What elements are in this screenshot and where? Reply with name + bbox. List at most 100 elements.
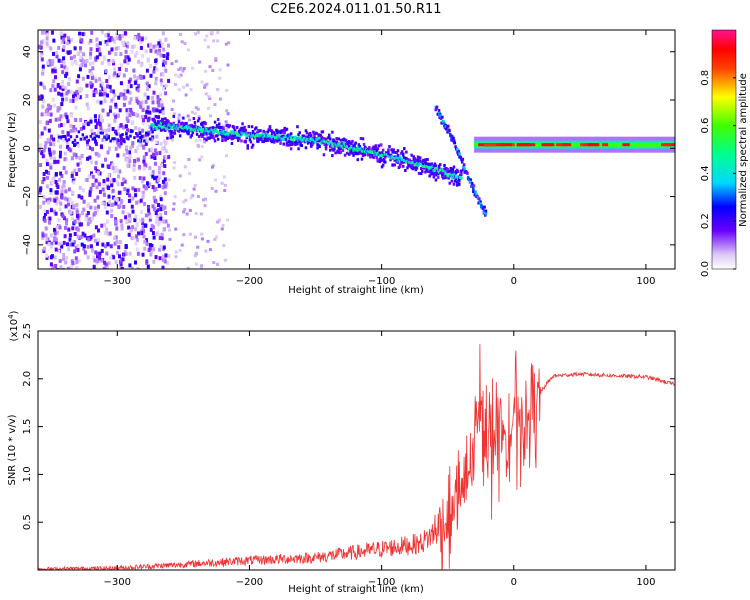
noise-cell bbox=[141, 252, 145, 257]
top-y-tick-label: −40 bbox=[22, 234, 33, 255]
noise-cell bbox=[63, 234, 67, 239]
trace-halo-cell bbox=[421, 170, 424, 173]
noise-cell bbox=[142, 145, 146, 150]
noise-cell bbox=[216, 220, 220, 224]
noise-cell bbox=[51, 30, 54, 35]
trace-halo-cell bbox=[393, 158, 396, 162]
noise-cell bbox=[100, 92, 104, 97]
noise-cell bbox=[135, 99, 139, 104]
noise-cell bbox=[128, 159, 132, 164]
noise-cell bbox=[92, 132, 96, 136]
trace-halo-cell bbox=[165, 122, 168, 126]
noise-cell bbox=[90, 128, 94, 133]
noise-cell bbox=[162, 54, 166, 58]
trace-halo-cell bbox=[376, 147, 380, 151]
noise-cell bbox=[112, 73, 116, 78]
noise-cell bbox=[98, 189, 102, 194]
noise-cell bbox=[49, 142, 53, 147]
noise-cell bbox=[102, 182, 106, 187]
noise-cell bbox=[157, 178, 161, 182]
noise-cell bbox=[49, 165, 53, 170]
noise-cell bbox=[164, 37, 168, 42]
trace-halo-cell bbox=[75, 135, 79, 139]
noise-cell bbox=[94, 57, 98, 62]
trace-core-cell bbox=[230, 132, 234, 136]
trace-halo-cell bbox=[288, 143, 292, 147]
noise-cell bbox=[89, 244, 93, 249]
noise-cell bbox=[67, 89, 71, 94]
noise-cell bbox=[163, 191, 167, 196]
noise-cell bbox=[107, 59, 111, 63]
noise-cell bbox=[146, 138, 150, 143]
noise-cell bbox=[162, 171, 166, 176]
noise-cell bbox=[121, 257, 125, 262]
secondary-trace-cell bbox=[446, 130, 449, 134]
trace-halo-cell bbox=[356, 158, 359, 162]
noise-cell bbox=[119, 259, 122, 264]
noise-cell bbox=[122, 102, 126, 107]
noise-cell bbox=[59, 201, 63, 206]
noise-cell bbox=[165, 56, 169, 61]
noise-cell bbox=[117, 132, 121, 137]
noise-cell bbox=[179, 66, 183, 70]
noise-cell bbox=[75, 172, 79, 176]
noise-cell bbox=[115, 226, 119, 231]
noise-cell bbox=[173, 161, 177, 164]
noise-cell bbox=[64, 170, 68, 175]
trace-halo-cell bbox=[204, 122, 207, 125]
noise-cell bbox=[75, 61, 79, 66]
colorbar: 0.00.20.40.60.8 Normalized spectral ampl… bbox=[700, 29, 749, 277]
noise-cell bbox=[74, 92, 78, 97]
noise-cell bbox=[164, 219, 168, 224]
noise-cell bbox=[100, 145, 104, 150]
trace-halo-cell bbox=[159, 128, 163, 132]
noise-cell bbox=[41, 104, 45, 109]
trace-halo-cell bbox=[187, 132, 190, 136]
noise-cell bbox=[147, 130, 151, 135]
noise-cell bbox=[103, 91, 107, 96]
noise-cell bbox=[38, 190, 42, 195]
noise-cell bbox=[174, 227, 178, 231]
trace-halo-cell bbox=[115, 132, 118, 136]
colorbar-tick-label: 0.6 bbox=[700, 118, 711, 134]
noise-cell bbox=[134, 126, 138, 130]
noise-cell bbox=[71, 242, 75, 247]
noise-cell bbox=[62, 40, 66, 44]
noise-cell bbox=[226, 112, 230, 116]
trace-halo-cell bbox=[304, 129, 308, 133]
colorbar-gradient bbox=[711, 29, 737, 270]
noise-cell bbox=[118, 169, 122, 174]
trace-core-cell bbox=[335, 145, 338, 148]
noise-cell bbox=[47, 112, 51, 116]
noise-cell bbox=[119, 257, 123, 262]
trace-core-cell bbox=[185, 125, 188, 129]
noise-cell bbox=[130, 204, 134, 209]
noise-cell bbox=[69, 265, 73, 269]
noise-cell bbox=[67, 247, 71, 252]
trace-halo-cell bbox=[164, 117, 167, 121]
noise-cell bbox=[172, 202, 176, 206]
trace-halo-cell bbox=[81, 133, 85, 137]
secondary-trace-cell bbox=[483, 211, 486, 215]
noise-cell bbox=[66, 266, 70, 269]
noise-cell bbox=[162, 245, 166, 250]
noise-cell bbox=[102, 192, 106, 197]
noise-cell bbox=[211, 165, 214, 169]
noise-cell bbox=[95, 55, 99, 60]
noise-cell bbox=[38, 95, 42, 100]
noise-cell bbox=[76, 227, 80, 232]
noise-cell bbox=[193, 184, 197, 188]
noise-cell bbox=[225, 154, 228, 158]
trace-core-cell bbox=[221, 132, 224, 135]
noise-cell bbox=[100, 258, 104, 263]
noise-cell bbox=[68, 77, 72, 81]
trace-halo-cell bbox=[276, 129, 279, 133]
noise-cell bbox=[70, 61, 74, 66]
trace-halo-cell bbox=[63, 134, 67, 138]
noise-cell bbox=[122, 73, 126, 78]
noise-cell bbox=[103, 56, 107, 61]
trace-core-cell bbox=[356, 146, 359, 150]
noise-cell bbox=[40, 131, 44, 136]
noise-cell bbox=[129, 97, 133, 102]
trace-halo-cell bbox=[190, 133, 193, 137]
